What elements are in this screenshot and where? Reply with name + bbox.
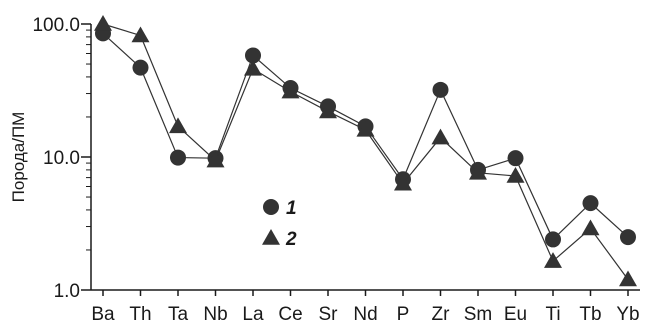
x-tick-label-ta: Ta (168, 304, 189, 325)
y-ticks: 1.0 10.0 100.0 (32, 15, 91, 302)
x-tick-label-sr: Sr (319, 304, 339, 325)
series-2 (94, 15, 637, 287)
data-point-triangle (581, 219, 600, 236)
data-point-triangle (619, 270, 637, 287)
x-tick-label-nb: Nb (203, 304, 227, 325)
x-tick-label-ti: Ti (545, 304, 560, 325)
legend-label-2: 2 (285, 229, 297, 250)
y-tick-label: 100.0 (32, 15, 80, 36)
series-layer (94, 15, 637, 287)
data-point-triangle (469, 163, 487, 180)
x-tick-label-ce: Ce (278, 304, 302, 325)
data-point-circle (507, 150, 524, 167)
data-point-triangle (319, 102, 337, 119)
x-tick-label-zr: Zr (432, 304, 451, 325)
x-tick-label-la: La (242, 304, 264, 325)
y-axis: 1.0 10.0 100.0 (32, 15, 92, 302)
x-ticks: Ba Th Ta Nb La Ce Sr Nd P Zr Sm Eu Ti Tb Yb (91, 290, 640, 325)
x-tick-label-tb: Tb (579, 304, 601, 325)
data-point-triangle (506, 166, 525, 183)
data-point-triangle (544, 252, 562, 268)
y-tick-label: 10.0 (43, 148, 80, 169)
data-point-circle (432, 81, 449, 98)
data-point-triangle (431, 128, 450, 145)
data-point-triangle (281, 82, 300, 99)
legend-label-1: 1 (286, 198, 297, 219)
data-point-circle (545, 231, 561, 248)
x-axis: Ba Th Ta Nb La Ce Sr Nd P Zr Sm Eu Ti Tb Yb (91, 289, 640, 325)
data-point-circle (170, 149, 186, 166)
x-tick-label-nd: Nd (353, 304, 377, 325)
legend: 12 (262, 198, 297, 250)
data-point-circle (263, 199, 279, 215)
x-tick-label-eu: Eu (504, 304, 527, 325)
x-tick-label-th: Th (129, 304, 151, 325)
x-tick-label-sm: Sm (464, 304, 493, 325)
data-point-triangle (356, 120, 375, 137)
x-tick-label-p: P (397, 304, 410, 325)
data-point-circle (582, 195, 599, 212)
y-axis-title: Порода/ПМ (9, 112, 28, 203)
data-point-triangle (131, 26, 150, 43)
y-tick-label: 1.0 (54, 281, 80, 302)
data-point-triangle (244, 59, 262, 76)
x-tick-label-yb: Yb (616, 304, 639, 325)
data-point-circle (245, 47, 261, 64)
x-tick-label-ba: Ba (91, 304, 115, 325)
data-point-triangle (94, 15, 112, 31)
data-point-circle (620, 229, 636, 246)
data-point-triangle (206, 151, 225, 168)
data-point-triangle (394, 174, 412, 191)
data-point-triangle (169, 117, 187, 134)
data-point-triangle (262, 229, 280, 245)
data-point-circle (132, 59, 149, 76)
